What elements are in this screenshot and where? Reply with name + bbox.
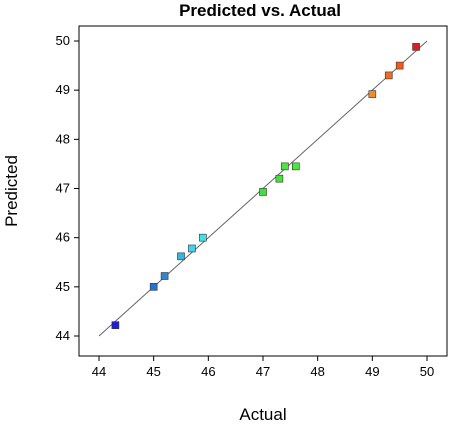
chart-title: Predicted vs. Actual: [179, 1, 341, 20]
x-tick-label-4: 48: [310, 364, 324, 379]
data-point-7: [275, 174, 284, 183]
data-point-4: [188, 244, 196, 253]
data-point-1: [149, 283, 158, 291]
data-point-9: [291, 162, 300, 171]
x-tick-label-2: 46: [201, 364, 215, 379]
y-tick-label-5: 49: [56, 82, 70, 97]
data-point-12: [395, 61, 404, 70]
y-tick-label-0: 44: [56, 328, 70, 343]
y-tick-label-2: 46: [56, 230, 70, 245]
y-tick-label-4: 48: [56, 131, 70, 146]
x-axis: 44 45 46 47 48 49 50: [92, 356, 434, 379]
x-tick-label-1: 45: [146, 364, 160, 379]
data-point-3: [177, 252, 185, 261]
data-point-10: [368, 90, 377, 98]
data-point-6: [259, 188, 267, 196]
data-point-8: [281, 162, 289, 171]
data-point-0: [111, 321, 120, 329]
y-axis-label: Predicted: [2, 155, 21, 227]
data-point-2: [160, 272, 169, 280]
data-point-5: [199, 233, 207, 242]
x-axis-label: Actual: [239, 405, 286, 424]
x-tick-label-6: 50: [420, 364, 434, 379]
x-tick-label-3: 47: [256, 364, 270, 379]
x-tick-label-5: 49: [365, 364, 379, 379]
y-tick-label-6: 50: [56, 33, 70, 48]
y-tick-label-1: 45: [56, 279, 70, 294]
data-point-13: [412, 43, 420, 51]
y-tick-label-3: 47: [56, 181, 70, 196]
x-tick-label-0: 44: [92, 364, 106, 379]
data-point-11: [384, 71, 393, 80]
data-points: [111, 43, 420, 329]
y-axis: 44 45 46 47 48 49 50: [56, 33, 79, 343]
